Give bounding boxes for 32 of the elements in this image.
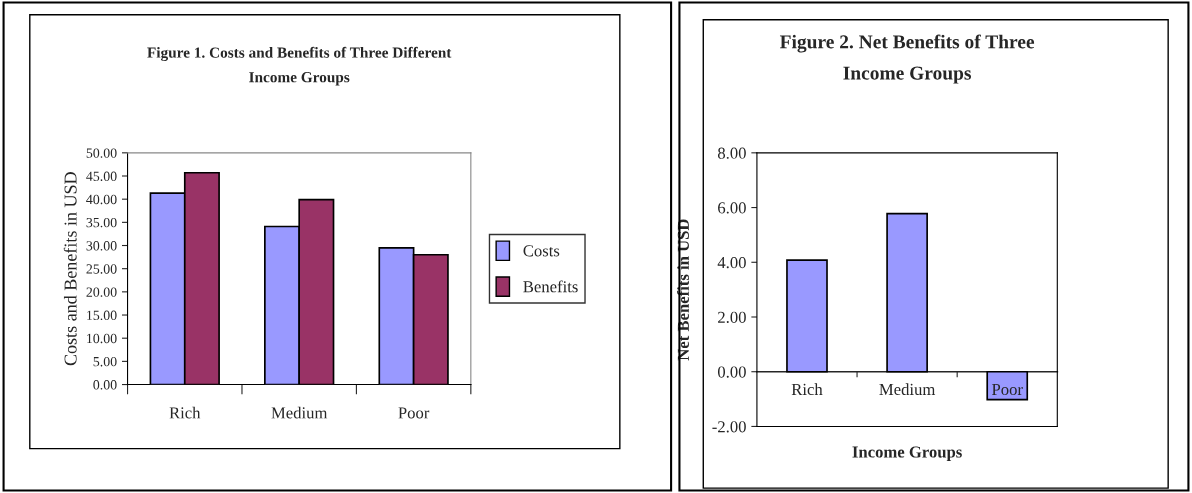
bar [986, 370, 1029, 401]
y-tick-label: 10.00 [87, 333, 117, 344]
y-tick-label: 8.00 [717, 147, 746, 159]
y-tick-label: 5.00 [93, 356, 117, 367]
y-tick-label: 35.00 [86, 217, 117, 228]
y-tick-label: -2.00 [712, 421, 746, 433]
x-tick-label: Poor [991, 383, 1023, 396]
y-tick-label: 4.00 [717, 256, 746, 269]
bar [786, 259, 828, 373]
chart-title: Figure 2. Net Benefits of Three Income Groups [779, 34, 1035, 84]
legend-label: Costs [523, 245, 560, 257]
y-tick-label: 0.00 [93, 380, 117, 390]
legend-label: Benefits [523, 280, 578, 293]
y-tick-label: 15.00 [87, 310, 117, 321]
y-tick-label: 2.00 [718, 311, 746, 324]
y-tick-label: 50.00 [86, 148, 117, 158]
x-tick-label: Medium [879, 383, 936, 396]
y-tick-label: 40.00 [86, 194, 117, 205]
x-tick-label: Rich [169, 406, 201, 419]
y-tick-label: 20.00 [86, 287, 117, 297]
y-tick-label: 30.00 [86, 241, 117, 251]
y-tick-label: 0.00 [717, 366, 746, 378]
y-axis-title: Costs and Benefits in USD [63, 172, 77, 366]
y-tick-label: 45.00 [86, 171, 117, 182]
y-tick-label: 25.00 [86, 264, 117, 274]
bar [886, 212, 928, 373]
x-tick-label: Poor [398, 407, 430, 419]
x-axis-title: Income Groups [852, 446, 962, 461]
x-tick-label: Medium [271, 406, 328, 419]
y-tick-label: 6.00 [718, 202, 746, 214]
x-tick-label: Rich [791, 383, 823, 396]
chart-title: Figure 1. Costs and Benefits of Three Different Income Groups [147, 46, 452, 86]
